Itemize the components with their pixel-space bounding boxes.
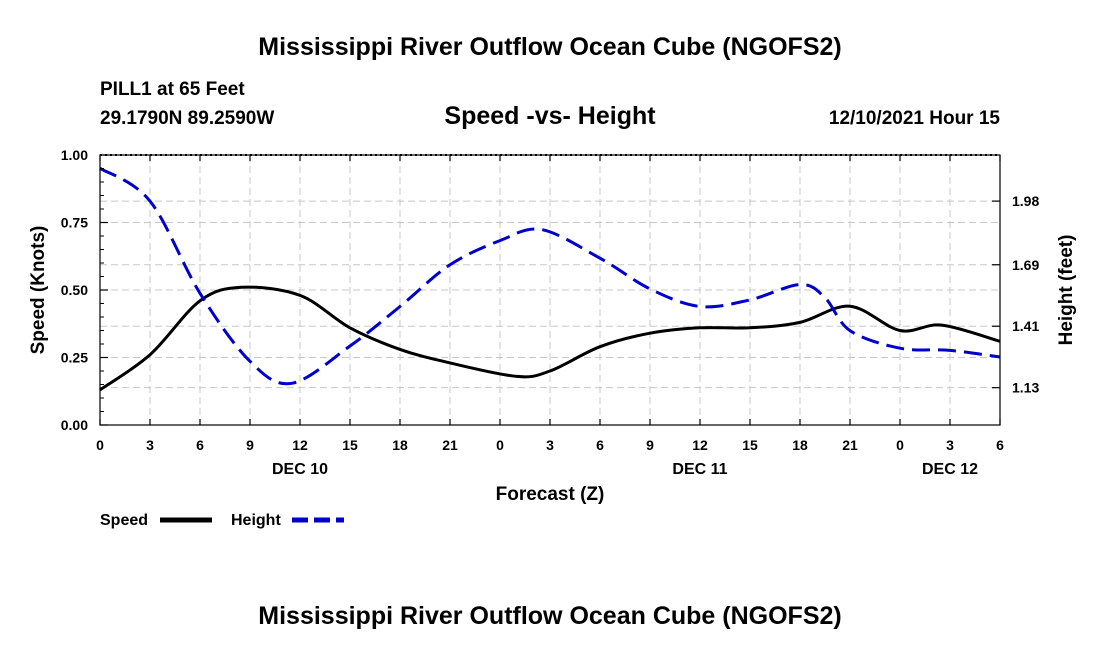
x-tick-label: 3 (946, 437, 954, 453)
x-tick-label: 6 (996, 437, 1004, 453)
x-tick-label: 3 (146, 437, 154, 453)
y-left-tick-label: 0.25 (61, 350, 88, 366)
x-tick-label: 6 (196, 437, 204, 453)
x-tick-label: 0 (896, 437, 904, 453)
y-axis-left-title: Speed (Knots) (28, 226, 49, 355)
x-tick-label: 6 (596, 437, 604, 453)
x-tick-label: 0 (96, 437, 104, 453)
x-axis-title: Forecast (Z) (496, 484, 605, 505)
y-left-tick-label: 1.00 (61, 147, 88, 163)
grid (100, 155, 1000, 425)
x-tick-label: 15 (742, 437, 758, 453)
series-line-speed (99, 285, 1001, 392)
legend: Speed Height (100, 512, 344, 529)
day-label: DEC 11 (672, 461, 727, 478)
main-title: Mississippi River Outflow Ocean Cube (NG… (258, 33, 841, 61)
x-tick-label: 21 (442, 437, 458, 453)
x-tick-label: 18 (392, 437, 408, 453)
x-tick-label: 0 (496, 437, 504, 453)
axes: 0 3 6 9 12 15 18 21 0 3 6 9 12 15 18 21 0 3 6 DEC 10 DEC 11 D… (61, 147, 1040, 478)
x-tick-label: 9 (646, 437, 654, 453)
y-left-tick-label: 0.75 (61, 215, 88, 231)
y-right-tick-label: 1.69 (1012, 257, 1039, 273)
legend-height-label: Height (231, 512, 281, 529)
series-line-height (99, 166, 1001, 386)
chart-title: Speed -vs- Height (444, 102, 656, 130)
y-left-tick-label: 0.00 (61, 417, 88, 433)
day-label: DEC 10 (272, 461, 328, 478)
y-right-tick-label: 1.41 (1012, 318, 1039, 334)
station-name: PILL1 at 65 Feet (100, 79, 245, 100)
station-coords: 29.1790N 89.2590W (100, 108, 274, 129)
footer-title: Mississippi River Outflow Ocean Cube (NG… (258, 602, 841, 630)
x-tick-label: 9 (246, 437, 254, 453)
x-tick-label: 15 (342, 437, 358, 453)
y-left-tick-label: 0.50 (61, 282, 88, 298)
forecast-datetime: 12/10/2021 Hour 15 (829, 108, 1001, 129)
y-axis-right-title: Height (feet) (1056, 235, 1077, 346)
legend-speed-label: Speed (100, 512, 148, 529)
x-tick-label: 18 (792, 437, 808, 453)
day-label: DEC 12 (922, 461, 978, 478)
x-tick-label: 21 (842, 437, 858, 453)
x-tick-label: 3 (546, 437, 554, 453)
series-layer (99, 166, 1001, 392)
y-right-tick-label: 1.98 (1012, 193, 1039, 209)
x-tick-label: 12 (692, 437, 708, 453)
x-tick-label: 12 (292, 437, 308, 453)
y-right-tick-label: 1.13 (1012, 380, 1039, 396)
